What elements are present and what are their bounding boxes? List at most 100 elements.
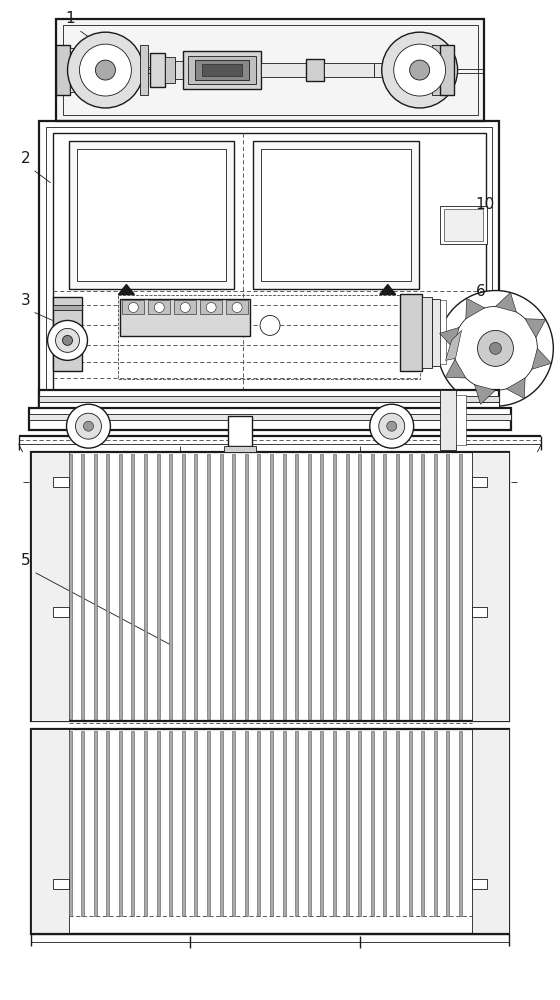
Bar [94,731,97,916]
Bar [434,454,437,719]
Circle shape [370,404,414,448]
Bar [81,454,84,719]
Bar [53,305,82,310]
Bar [169,454,172,719]
Bar [258,731,260,916]
Bar [440,300,446,364]
Bar [220,731,223,916]
Bar [409,454,412,719]
Bar [472,879,488,889]
Bar [68,731,72,916]
Bar [165,57,175,83]
Bar [29,414,511,420]
Circle shape [155,302,164,312]
Bar [144,731,147,916]
Bar [39,390,500,408]
Bar [53,133,487,408]
Bar [456,395,465,445]
Bar [400,294,422,371]
Circle shape [489,342,501,354]
Bar [31,729,510,934]
Bar [358,731,361,916]
Bar [440,206,488,244]
Bar [333,454,336,719]
Bar [440,45,454,95]
Circle shape [83,421,94,431]
Bar [77,149,226,281]
Polygon shape [380,285,396,295]
Polygon shape [440,327,459,348]
Circle shape [232,302,242,312]
Circle shape [206,302,216,312]
Bar [261,63,306,77]
Circle shape [478,330,514,366]
Bar [224,446,256,452]
Circle shape [80,44,132,96]
Bar [148,300,170,314]
Bar [53,477,68,487]
Bar [39,121,500,420]
Bar [207,454,210,719]
Bar [123,300,144,314]
Bar [200,300,222,314]
Polygon shape [496,292,516,312]
Bar [384,731,386,916]
Bar [157,454,160,719]
Text: 2: 2 [21,151,30,166]
Bar [295,454,298,719]
Bar [424,45,432,95]
Bar [306,59,324,81]
Bar [68,454,72,719]
Bar [333,731,336,916]
Bar [434,731,437,916]
Bar [194,731,198,916]
Bar [308,731,311,916]
Bar [119,731,122,916]
Circle shape [63,335,72,345]
Bar [432,299,440,366]
Bar [396,454,399,719]
Bar [69,48,76,92]
Bar [459,454,462,719]
Bar [261,149,410,281]
Bar [144,454,147,719]
Bar [157,731,160,916]
Bar [320,454,323,719]
Polygon shape [532,348,552,369]
Bar [270,731,273,916]
Text: 1: 1 [66,11,75,26]
Bar [220,454,223,719]
Bar [183,51,261,89]
Bar [245,731,248,916]
Bar [120,299,250,336]
Bar [308,454,311,719]
Bar [169,731,172,916]
Bar [226,300,248,314]
Bar [63,25,478,115]
Polygon shape [474,385,496,404]
Circle shape [128,302,138,312]
Bar [31,452,68,721]
Bar [346,731,348,916]
Bar [188,56,256,84]
Bar [472,477,488,487]
Bar [53,607,68,617]
Bar [422,297,432,368]
Polygon shape [446,330,461,360]
Bar [472,729,510,934]
Bar [182,454,185,719]
Circle shape [76,413,101,439]
Bar [446,731,449,916]
Bar [68,141,234,289]
Bar [55,19,484,121]
Bar [55,45,69,95]
Bar [207,731,210,916]
Bar [472,452,510,721]
Bar [270,454,273,719]
Bar [320,731,323,916]
Bar [81,731,84,916]
Bar [396,731,399,916]
Bar [283,731,286,916]
Bar [53,297,82,371]
Bar [31,452,510,721]
